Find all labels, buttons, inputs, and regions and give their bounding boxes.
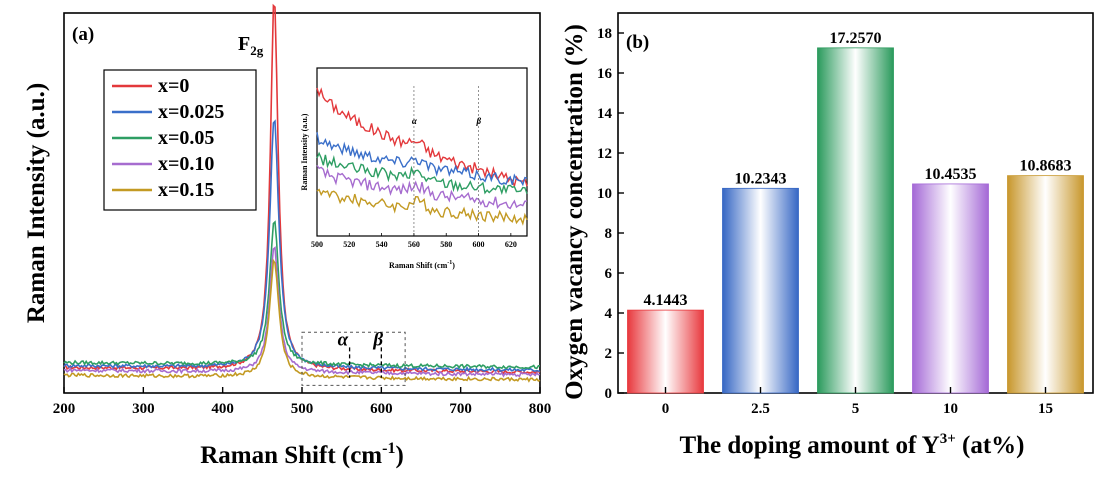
panel-a-x-tick-label: 800 xyxy=(529,401,552,417)
spectrum-line-2 xyxy=(63,220,540,370)
oxygen-vacancy-panel: (b) 0 2 4 6 8 10 12 14 16 18 4.1443 0 10.2343 2.5 17.… xyxy=(561,12,1094,459)
peak-label: F2g xyxy=(238,33,264,58)
inset-x-tick-label: 620 xyxy=(505,240,517,249)
panel-a-label: (a) xyxy=(72,24,94,45)
panel-b-x-tick-label: 10 xyxy=(943,401,958,417)
panel-b-y-tick-label: 12 xyxy=(597,146,612,162)
spectrum-line-3 xyxy=(63,246,541,378)
panel-b-x-axis-title: The doping amount of Y3+ (at%) xyxy=(679,431,1024,459)
raman-spectra-panel: (a) 200 300 400 500 600 700 800 α β F2g x=0x=0… xyxy=(23,3,552,469)
inset-x-tick-label: 500 xyxy=(311,240,323,249)
panel-a-x-tick-label: 500 xyxy=(291,401,314,417)
panel-a-y-axis-title: Raman Intensity (a.u.) xyxy=(23,83,50,323)
inset-series-lines xyxy=(316,86,528,236)
peak-label-main: F xyxy=(238,33,250,55)
panel-b-y-tick-label: 0 xyxy=(605,386,613,402)
panel-b-y-axis-title: Oxygen vacancy concentration (%) xyxy=(561,24,588,400)
legend-label-0: x=0 xyxy=(158,75,189,97)
panel-b-x-tick-label: 2.5 xyxy=(751,401,770,417)
peak-label-sub: 2g xyxy=(250,43,264,58)
alpha-annotation: α xyxy=(338,330,349,351)
inset-y-axis-title: Raman Intensity (a.u.) xyxy=(300,113,309,190)
panel-b-y-tick-label: 2 xyxy=(605,346,613,362)
panel-b-x-tick-label: 0 xyxy=(662,401,670,417)
panel-b-y-tick-label: 18 xyxy=(597,26,612,42)
panel-b-bars: 4.1443 0 10.2343 2.5 17.2570 5 10.4535 10 10.868… xyxy=(627,30,1084,417)
inset-plot: 500 520 540 560 580 600 620 α β Raman Shift (c… xyxy=(300,67,528,270)
panel-a-x-axis-title: Raman Shift (cm-1) xyxy=(200,440,404,469)
beta-annotation: β xyxy=(372,330,383,351)
bar-2.5 xyxy=(722,187,799,394)
legend-label-1: x=0.025 xyxy=(158,101,224,123)
inset-x-tick-label: 560 xyxy=(408,240,420,249)
panel-a-x-tick-label: 600 xyxy=(370,401,393,417)
inset-line-0 xyxy=(316,87,528,189)
panel-b-y-tick-label: 4 xyxy=(605,306,613,322)
inset-line-2 xyxy=(316,151,528,196)
inset-line-3 xyxy=(316,164,528,210)
panel-a-x-ticks: 200 300 400 500 600 700 800 xyxy=(53,387,552,417)
panel-b-label: (b) xyxy=(626,32,649,53)
bar-value-label: 10.8683 xyxy=(1020,158,1072,175)
bar-5 xyxy=(817,47,894,394)
spectrum-line-4 xyxy=(63,258,541,383)
inset-x-tick-label: 540 xyxy=(376,240,388,249)
legend-label-4: x=0.15 xyxy=(158,179,214,201)
inset-beta-annotation: β xyxy=(476,116,482,126)
panel-b-y-tick-label: 14 xyxy=(597,106,613,122)
panel-b-y-tick-label: 6 xyxy=(605,266,613,282)
panel-a-x-tick-label: 400 xyxy=(211,401,234,417)
inset-x-tick-label: 600 xyxy=(473,240,485,249)
inset-x-axis-title: Raman Shift (cm-1) xyxy=(389,260,455,270)
panel-b-y-tick-label: 8 xyxy=(605,226,613,242)
zoom-region-box xyxy=(301,331,406,386)
inset-line-1 xyxy=(316,132,528,187)
bar-15 xyxy=(1007,175,1084,394)
legend-box xyxy=(103,69,257,211)
bar-value-label: 4.1443 xyxy=(644,292,688,309)
legend: x=0 x=0.025 x=0.05 x=0.10 x=0.15 xyxy=(103,69,257,211)
inset-x-tick-label: 580 xyxy=(440,240,452,249)
panel-a-x-tick-label: 700 xyxy=(449,401,472,417)
panel-a-x-tick-label: 300 xyxy=(132,401,155,417)
legend-label-3: x=0.10 xyxy=(158,153,214,175)
panel-b-x-tick-label: 5 xyxy=(852,401,860,417)
panel-b-x-tick-label: 15 xyxy=(1038,401,1053,417)
inset-frame xyxy=(316,67,528,237)
bar-10 xyxy=(912,183,989,394)
inset-x-ticks: 500 520 540 560 580 600 620 xyxy=(311,233,517,249)
bar-value-label: 17.2570 xyxy=(830,30,882,47)
inset-x-tick-label: 520 xyxy=(343,240,355,249)
bar-value-label: 10.2343 xyxy=(735,170,787,187)
panel-b-y-tick-label: 10 xyxy=(597,186,612,202)
panel-b-y-tick-label: 16 xyxy=(597,66,613,82)
panel-a-x-tick-label: 200 xyxy=(53,401,76,417)
inset-alpha-annotation: α xyxy=(412,116,418,126)
bar-0 xyxy=(627,309,704,394)
inset-line-4 xyxy=(316,188,528,226)
legend-label-2: x=0.05 xyxy=(158,127,214,149)
bar-value-label: 10.4535 xyxy=(925,166,977,183)
panel-b-y-ticks: 0 2 4 6 8 10 12 14 16 18 xyxy=(597,26,624,402)
